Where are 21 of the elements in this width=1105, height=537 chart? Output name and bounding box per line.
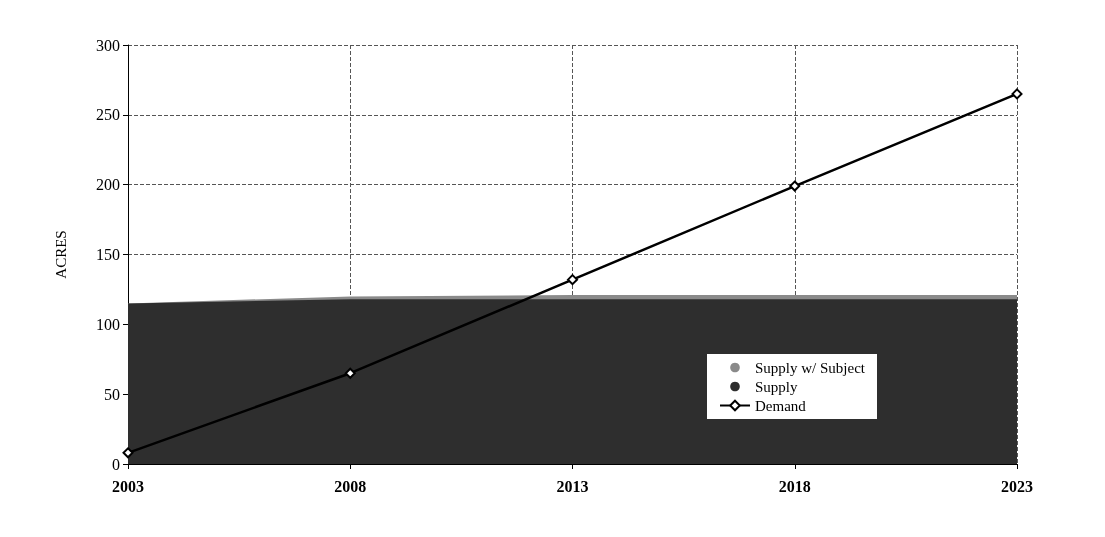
x-tick-label: 2023 bbox=[1001, 477, 1033, 495]
x-tick-label: 2008 bbox=[334, 477, 367, 495]
legend-label: Supply bbox=[755, 378, 799, 395]
point bbox=[567, 274, 578, 286]
y-tick-label: 150 bbox=[96, 246, 120, 263]
point bbox=[789, 180, 801, 192]
y-tick-label: 250 bbox=[96, 106, 120, 124]
y-tick-label: 300 bbox=[96, 36, 120, 54]
legend-label: Supply w/ Subject bbox=[755, 359, 866, 376]
y-tick-label: 50 bbox=[104, 385, 120, 403]
y-axis-title: ACRES bbox=[52, 230, 69, 279]
y-tick-label: 0 bbox=[112, 455, 120, 473]
x-tick-label: 2003 bbox=[112, 477, 144, 495]
y-tick-label: 100 bbox=[96, 315, 120, 333]
x-tick-label: 2018 bbox=[778, 477, 811, 495]
point bbox=[122, 447, 134, 459]
point bbox=[344, 367, 356, 379]
legend-label: Demand bbox=[755, 397, 807, 414]
point bbox=[1011, 88, 1023, 100]
x-tick-label: 2013 bbox=[556, 477, 589, 495]
y-tick-label: 200 bbox=[96, 176, 120, 194]
